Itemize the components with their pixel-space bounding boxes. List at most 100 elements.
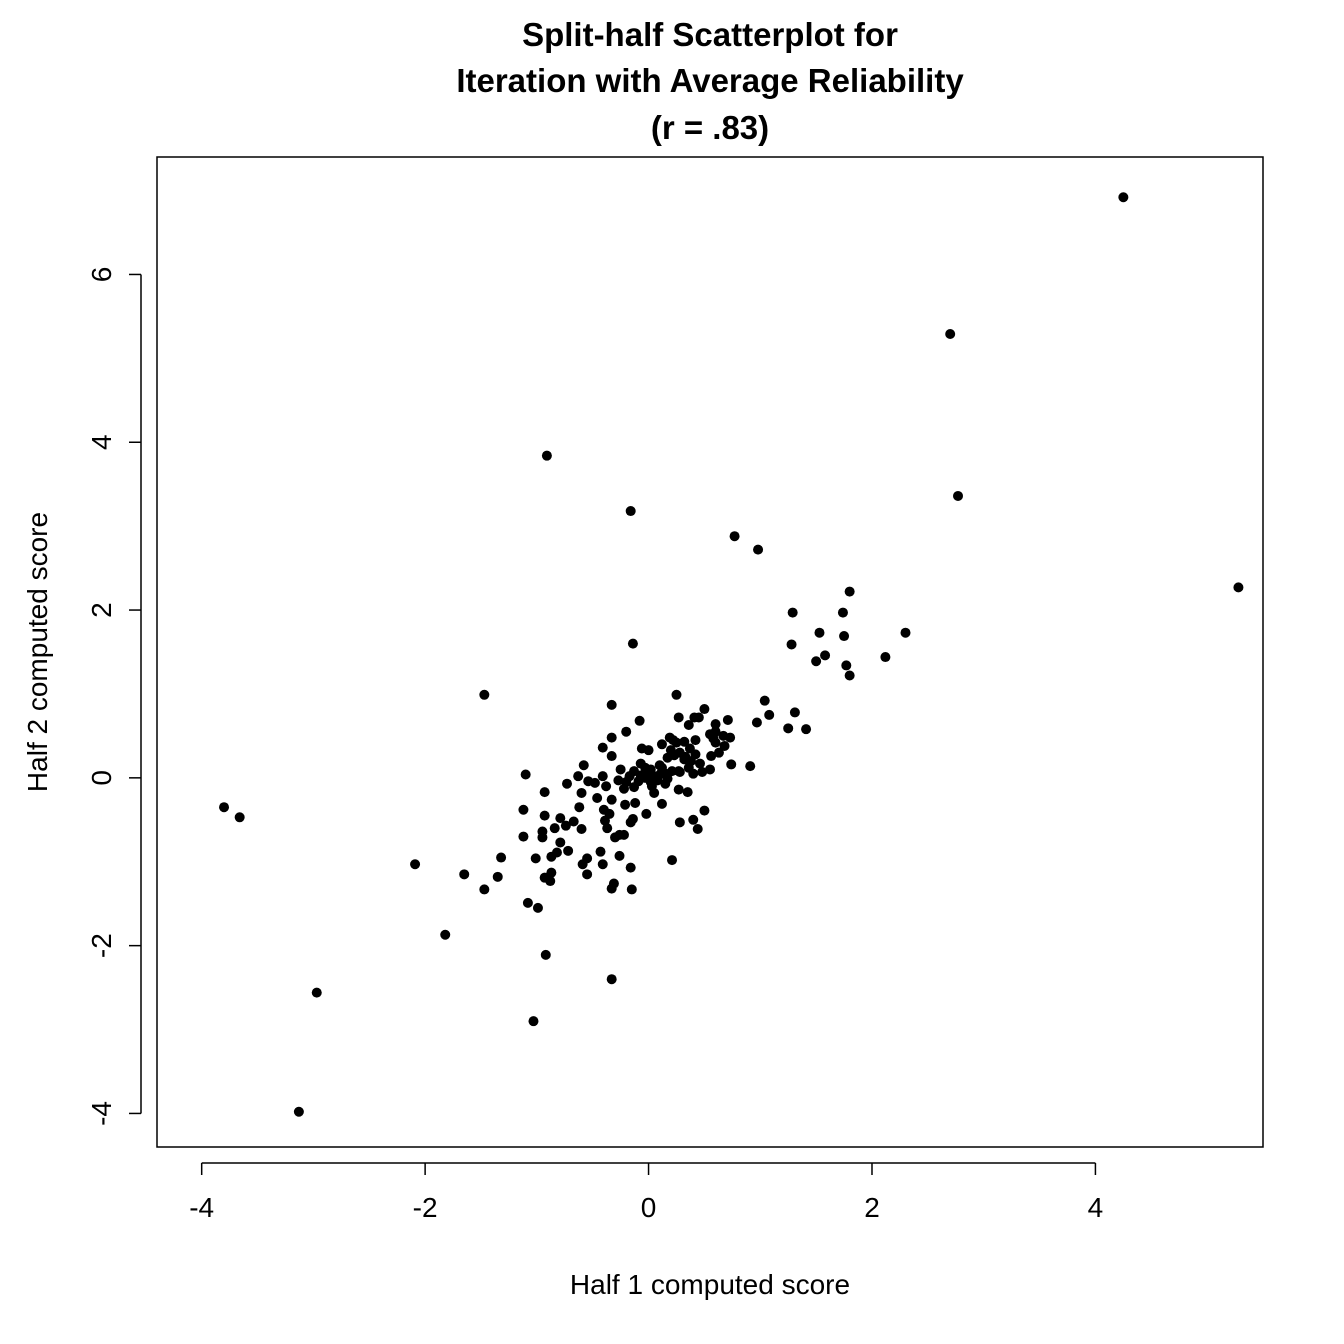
data-point [684, 743, 695, 754]
data-point [479, 884, 490, 895]
data-point [726, 759, 737, 770]
data-point [673, 712, 684, 723]
data-point [764, 709, 775, 720]
data-point [710, 726, 721, 737]
chart-title-line-2: Iteration with Average Reliability [456, 62, 964, 99]
data-point [634, 715, 645, 726]
data-point [630, 798, 641, 809]
data-point [680, 751, 691, 762]
data-point [621, 726, 632, 737]
data-point [820, 650, 831, 661]
y-axis-label: Half 2 computed score [22, 512, 53, 792]
plot-frame [156, 156, 1264, 1148]
data-point [522, 897, 533, 908]
data-point [479, 689, 490, 700]
y-axis: -4 -2 0 2 4 6 [86, 267, 142, 1126]
data-point [839, 631, 850, 642]
data-point [787, 607, 798, 618]
data-point [641, 808, 652, 819]
data-point [606, 974, 617, 985]
data-point [682, 787, 693, 798]
data-point [654, 760, 665, 771]
data-point [625, 506, 636, 517]
data-point [614, 850, 625, 861]
y-tick-label: 0 [86, 770, 117, 786]
data-point [837, 607, 848, 618]
data-point [578, 760, 589, 771]
data-point [606, 794, 617, 805]
data-point [576, 824, 587, 835]
data-point [880, 652, 891, 663]
data-point [671, 689, 682, 700]
data-point [660, 768, 671, 779]
data-point [518, 804, 529, 815]
data-point [753, 544, 764, 555]
data-point [613, 775, 624, 786]
data-point [656, 739, 667, 750]
data-point [410, 859, 421, 870]
data-point [606, 883, 617, 894]
x-axis-label: Half 1 computed score [570, 1269, 850, 1300]
data-point [683, 719, 694, 730]
data-point [688, 814, 699, 825]
data-point [592, 792, 603, 803]
data-point [528, 1016, 539, 1027]
data-point [541, 450, 552, 461]
data-point [669, 750, 680, 761]
data-point [606, 751, 617, 762]
data-point [841, 660, 852, 671]
data-point [674, 817, 685, 828]
chart-title: Split-half Scatterplot for Iteration wit… [456, 16, 964, 146]
data-point [671, 737, 682, 748]
data-points [219, 192, 1244, 1117]
data-point [629, 766, 640, 777]
data-point [688, 768, 699, 779]
data-point [673, 784, 684, 795]
data-point [582, 869, 593, 880]
data-point [900, 627, 911, 638]
data-point [219, 802, 230, 813]
data-point [640, 762, 651, 773]
data-point [953, 490, 964, 501]
data-point [1233, 582, 1244, 593]
data-point [783, 723, 794, 734]
data-point [440, 929, 451, 940]
x-tick-label: 0 [641, 1192, 657, 1223]
data-point [496, 852, 507, 863]
data-point [563, 845, 574, 856]
data-point [786, 639, 797, 650]
data-point [492, 871, 503, 882]
chart-title-line-3: (r = .83) [651, 109, 769, 146]
data-point [562, 778, 573, 789]
data-point [625, 817, 636, 828]
data-point [601, 781, 612, 792]
data-point [713, 747, 724, 758]
data-point [589, 777, 600, 788]
data-point [573, 771, 584, 782]
data-point [801, 724, 812, 735]
data-point [667, 855, 678, 866]
y-tick-label: 2 [86, 602, 117, 618]
data-point [530, 853, 541, 864]
data-point [311, 987, 322, 998]
data-point [629, 782, 640, 793]
data-point [293, 1106, 304, 1117]
data-point [690, 735, 701, 746]
data-point [599, 815, 610, 826]
data-point [520, 769, 531, 780]
x-tick-label: 4 [1088, 1192, 1104, 1223]
data-point [606, 699, 617, 710]
data-point [722, 714, 733, 725]
data-point [656, 798, 667, 809]
x-axis: -4 -2 0 2 4 [189, 1162, 1104, 1223]
x-tick-label: -2 [413, 1192, 438, 1223]
data-point [945, 329, 956, 340]
data-point [643, 745, 654, 756]
data-point [699, 704, 710, 715]
data-point [537, 832, 548, 843]
y-tick-label: 6 [86, 267, 117, 283]
data-point [620, 799, 631, 810]
data-point [459, 869, 470, 880]
data-point [539, 787, 550, 798]
